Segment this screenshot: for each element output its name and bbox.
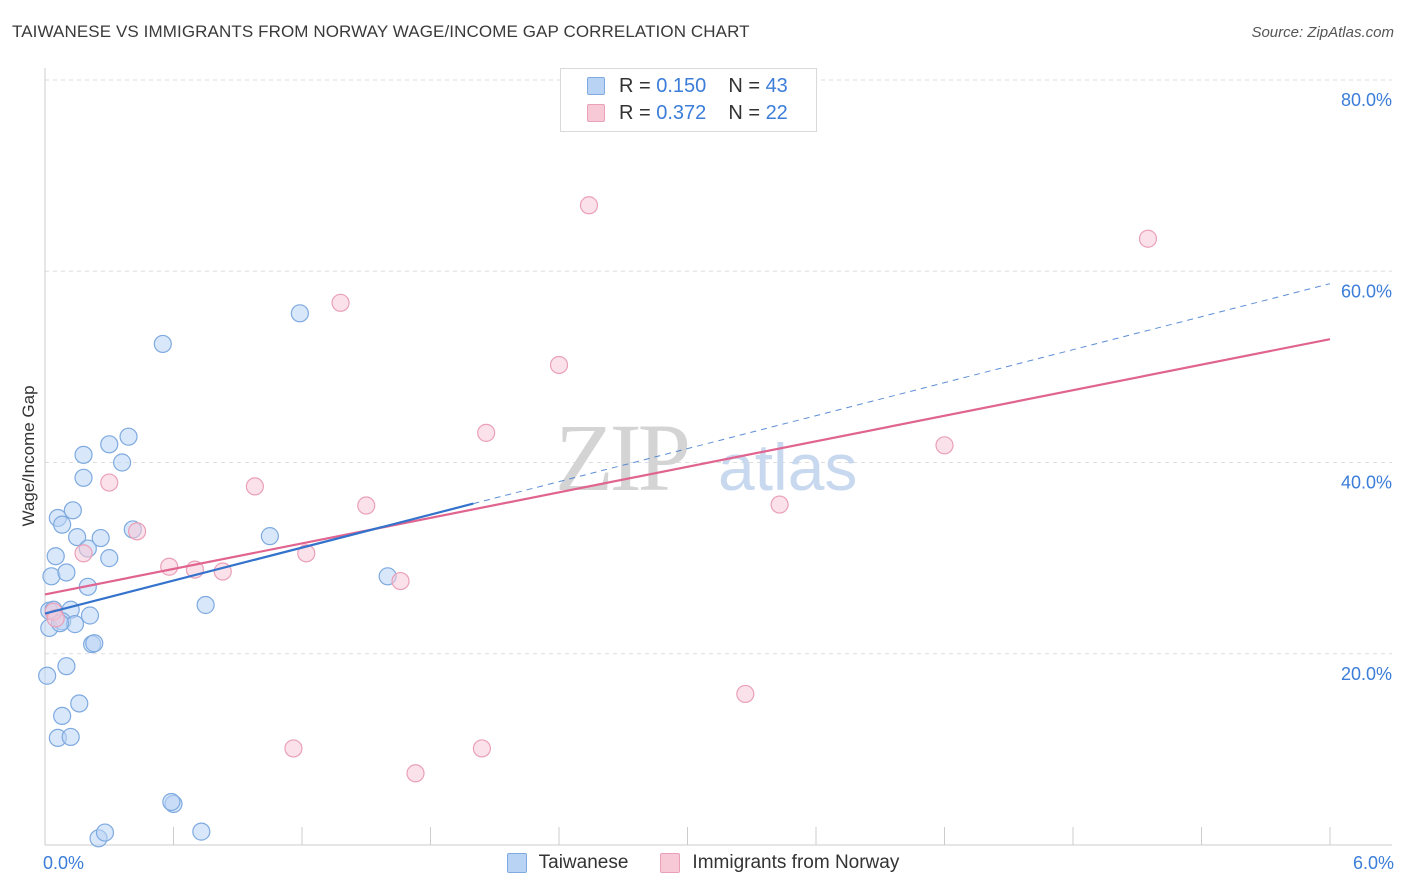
series-label-norway: Immigrants from Norway <box>692 852 900 873</box>
series-swatch-norway <box>660 853 681 873</box>
norway-point <box>477 423 496 442</box>
norway-point <box>406 764 425 783</box>
taiwanese-point <box>74 468 93 487</box>
taiwanese-point <box>68 527 87 547</box>
source-credit: Source: ZipAtlas.com <box>1251 24 1394 41</box>
legend-r-value: 0.372 <box>656 101 707 124</box>
watermark-zip: ZIP <box>555 404 688 511</box>
taiwanese-point <box>46 547 65 566</box>
correlation-legend: R = 0.150 N = 43 R = 0.372 N = 22 <box>560 68 817 132</box>
series-legend-norway: Immigrants from Norway <box>660 852 899 874</box>
norway-point <box>297 544 316 563</box>
norway-point <box>284 739 303 758</box>
taiwanese-point <box>260 527 279 546</box>
x-tick-label: 0.0% <box>43 853 84 873</box>
axis-layer <box>44 68 1392 846</box>
taiwanese-point <box>192 822 211 841</box>
y-tick-label: 80.0% <box>1341 90 1392 110</box>
norway-point <box>736 684 755 704</box>
taiwanese-point <box>85 634 104 653</box>
taiwanese-point <box>290 304 309 323</box>
taiwanese-point <box>153 334 172 354</box>
taiwanese-point <box>100 549 119 568</box>
chart-title: TAIWANESE VS IMMIGRANTS FROM NORWAY WAGE… <box>12 22 750 41</box>
norway-point <box>391 571 410 591</box>
taiwanese-point <box>119 427 138 446</box>
norway-point <box>472 739 491 758</box>
legend-swatch-norway <box>587 104 605 122</box>
taiwanese-point <box>57 657 76 676</box>
legend-n-label: N = <box>728 101 760 124</box>
y-axis-label: Wage/Income Gap <box>19 385 38 526</box>
taiwanese-point <box>63 501 82 520</box>
grid-layer <box>45 79 1392 655</box>
taiwanese-point <box>53 706 72 726</box>
norway-point <box>100 473 119 492</box>
label-layer: 20.0% 40.0% 60.0% 80.0% 0.0% 6.0% <box>43 90 1394 873</box>
series-label-taiwanese: Taiwanese <box>538 852 629 873</box>
taiwanese-trendline-extension <box>473 283 1331 505</box>
legend-row-norway: R = 0.372 N = 22 <box>587 100 788 126</box>
taiwanese-point <box>57 563 76 582</box>
norway-point <box>357 496 376 515</box>
points-layer <box>38 196 1158 848</box>
legend-n-value: 43 <box>765 74 788 97</box>
series-legend: Taiwanese Immigrants from Norway <box>0 852 1406 874</box>
taiwanese-point <box>74 445 93 464</box>
taiwanese-point <box>112 453 132 472</box>
legend-swatch-taiwanese <box>587 77 605 95</box>
x-tick-label: 6.0% <box>1353 853 1394 873</box>
series-legend-taiwanese: Taiwanese <box>506 852 629 874</box>
series-swatch-taiwanese <box>506 853 527 873</box>
taiwanese-point <box>38 666 57 685</box>
taiwanese-point <box>80 606 100 625</box>
norway-point <box>1138 229 1158 248</box>
norway-point <box>245 477 264 496</box>
norway-trendline <box>44 338 1331 596</box>
taiwanese-point <box>91 528 110 548</box>
legend-r-label: R = <box>619 101 651 124</box>
legend-n-label: N = <box>728 74 760 97</box>
taiwanese-point <box>70 694 89 713</box>
norway-point <box>160 557 179 576</box>
taiwanese-point <box>95 823 115 842</box>
y-tick-label: 20.0% <box>1341 664 1392 684</box>
trend-layer <box>44 283 1331 615</box>
y-tick-label: 60.0% <box>1341 281 1392 301</box>
legend-r-value: 0.150 <box>656 74 707 97</box>
norway-point <box>770 495 789 514</box>
taiwanese-point <box>196 595 215 615</box>
taiwanese-point <box>100 435 119 454</box>
legend-n-value: 22 <box>765 101 788 124</box>
y-tick-label: 40.0% <box>1341 473 1392 493</box>
taiwanese-point <box>53 515 72 534</box>
taiwanese-trendline <box>44 502 474 615</box>
legend-r-label: R = <box>619 74 651 97</box>
norway-point <box>331 293 350 312</box>
norway-point <box>549 355 569 375</box>
taiwanese-point <box>42 567 61 586</box>
taiwanese-point <box>162 792 181 812</box>
watermark-atlas: atlas <box>718 430 857 504</box>
legend-row-taiwanese: R = 0.150 N = 43 <box>587 73 788 99</box>
norway-point <box>127 522 147 541</box>
watermark: ZIP atlas <box>555 404 857 511</box>
norway-point <box>74 544 93 563</box>
norway-point <box>579 196 599 215</box>
taiwanese-point <box>61 727 80 747</box>
norway-point <box>935 436 954 455</box>
